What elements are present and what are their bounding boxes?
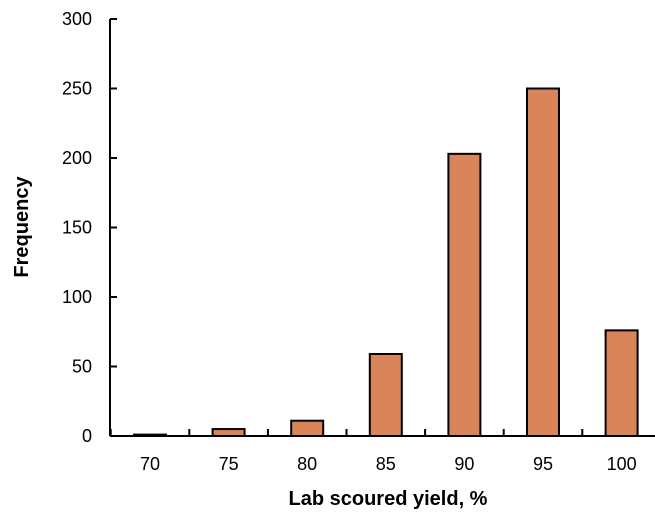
bar-90	[447, 152, 482, 438]
y-axis-title: Frequency	[11, 176, 33, 278]
y-tick-label: 100	[62, 287, 92, 307]
x-tick-label: 80	[297, 454, 317, 474]
y-tick-label: 0	[82, 426, 92, 446]
x-tick-label: 85	[376, 454, 396, 474]
y-tick-label: 250	[62, 79, 92, 99]
bar-70	[133, 433, 167, 437]
bar-95	[526, 87, 560, 437]
x-tick-label: 90	[454, 454, 474, 474]
bar-85	[368, 352, 403, 437]
y-tick-label: 150	[62, 218, 92, 238]
bars-group	[133, 87, 639, 438]
x-tick-label: 70	[140, 454, 160, 474]
x-tick-label: 100	[607, 454, 637, 474]
x-tick-label: 75	[219, 454, 239, 474]
y-tick-label: 50	[72, 357, 92, 377]
bar-80	[290, 419, 325, 437]
x-axis-title: Lab scoured yield, %	[289, 488, 488, 510]
y-tick-label: 200	[62, 148, 92, 168]
bar-75	[211, 428, 246, 437]
x-tick-label: 95	[533, 454, 553, 474]
y-tick-label: 300	[62, 9, 92, 29]
y-axis: 0 50 100 150 200 250 300	[62, 9, 117, 446]
bar-100	[604, 329, 639, 437]
